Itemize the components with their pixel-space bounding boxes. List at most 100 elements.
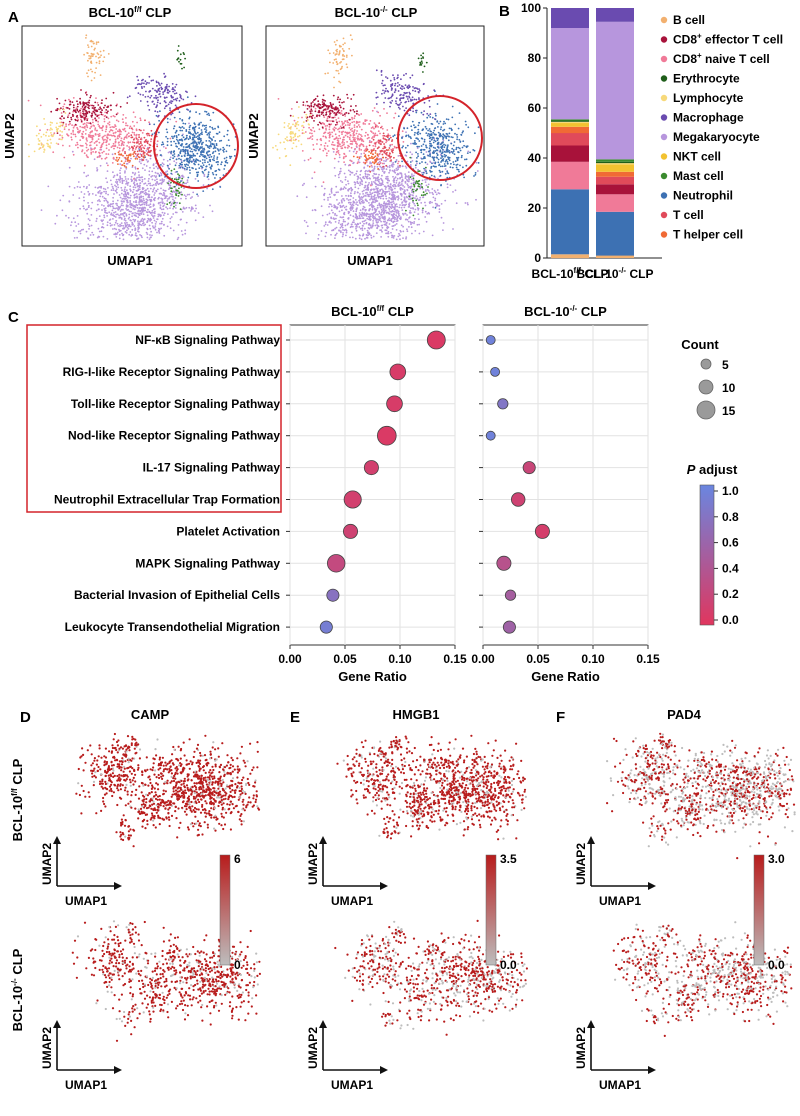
umap-cell: [97, 57, 100, 59]
umap-cell: [434, 197, 437, 200]
umap-cell: [443, 120, 445, 123]
umap-cell: [330, 209, 333, 212]
umap-cell: [202, 164, 205, 167]
umap-cell: [105, 199, 108, 202]
umap-cell: [338, 172, 341, 175]
umap-cell: [137, 156, 140, 158]
umap-cell: [155, 94, 157, 97]
umap-cell: [360, 113, 363, 115]
umap-cell: [335, 214, 338, 217]
umap-cell: [286, 136, 288, 139]
umap-cell: [175, 135, 178, 137]
umap-cell: [146, 81, 149, 84]
umap-cell: [410, 182, 413, 185]
umap-cell: [347, 132, 350, 135]
umap-cell: [189, 136, 191, 139]
umap-cell: [202, 150, 205, 152]
umap-cell: [305, 196, 308, 199]
umap-cell: [133, 132, 136, 134]
umap-cell: [160, 174, 163, 177]
umap-cell: [175, 136, 178, 139]
umap-cell: [74, 135, 77, 138]
umap-cell: [416, 147, 419, 150]
umap-cell: [392, 179, 395, 182]
umap-cell: [444, 151, 447, 153]
umap-cell: [140, 219, 143, 221]
umap-cell: [128, 127, 131, 130]
umap-cell: [103, 197, 106, 200]
umap-cell: [392, 175, 394, 178]
umap-cell: [467, 203, 469, 206]
umap-cell: [68, 108, 71, 110]
umap-cell: [436, 146, 439, 148]
umap-cell: [85, 137, 88, 140]
umap-cell: [87, 148, 90, 151]
umap-cell: [196, 152, 199, 155]
umap-cell: [362, 234, 365, 237]
umap-cell: [170, 140, 173, 143]
umap-cell: [457, 146, 460, 149]
umap-cell: [215, 144, 218, 147]
umap-cell: [456, 136, 459, 138]
umap-cell: [464, 120, 467, 123]
umap-cell: [297, 124, 300, 126]
umap-cell: [347, 124, 349, 126]
umap-cell: [139, 93, 142, 96]
umap-cell: [311, 138, 314, 141]
umap-cell: [458, 138, 461, 141]
umap-cell: [107, 153, 110, 156]
umap-cell: [75, 225, 78, 227]
umap-cell: [95, 129, 98, 132]
umap-cell: [107, 193, 109, 196]
umap-cell: [142, 150, 145, 153]
umap-cell: [104, 157, 107, 160]
umap-cell: [154, 179, 156, 182]
umap-cell: [337, 173, 340, 176]
umap-cell: [120, 208, 123, 211]
umap-cell: [385, 221, 388, 224]
umap-cell: [408, 202, 411, 205]
umap-cell: [143, 224, 145, 227]
umap-cell: [372, 222, 375, 225]
panel-label-f: F: [556, 709, 565, 726]
umap-cell: [142, 156, 145, 159]
umap-cell: [378, 204, 381, 207]
umap-cell: [197, 212, 200, 214]
umap-cell: [102, 139, 105, 142]
umap-cell: [86, 111, 88, 113]
umap-cell: [118, 135, 121, 138]
umap-cell: [130, 157, 132, 160]
umap-cell: [140, 234, 143, 237]
umap-cell: [384, 216, 386, 219]
umap-cell: [444, 135, 447, 138]
umap-cell: [175, 129, 178, 132]
umap-cell: [368, 209, 370, 212]
umap-cell: [343, 206, 346, 209]
umap-cell: [451, 166, 454, 169]
umap-cell: [394, 171, 397, 174]
umap-cell: [113, 174, 116, 177]
umap-cell: [394, 218, 396, 221]
umap-cell: [435, 133, 437, 136]
umap-cell: [120, 167, 122, 170]
umap-cell: [116, 180, 119, 183]
umap-cell: [172, 198, 174, 201]
umap-cell: [172, 195, 174, 198]
umap-cell: [112, 91, 115, 94]
umap-cell: [349, 203, 352, 206]
umap-cell: [393, 210, 396, 213]
umap-cell: [85, 115, 88, 118]
umap-cell: [360, 139, 363, 142]
umap-cell: [359, 173, 362, 176]
umap-cell: [180, 180, 182, 183]
umap-cell: [155, 190, 158, 193]
umap-cell: [424, 125, 427, 128]
umap-cell: [373, 181, 375, 183]
umap-cell: [113, 211, 115, 214]
umap-cell: [418, 140, 421, 142]
umap-cell: [477, 162, 480, 164]
umap-cell: [125, 214, 128, 217]
umap-cell: [124, 178, 127, 180]
umap-cell: [356, 175, 359, 178]
umap-cell: [38, 140, 41, 142]
